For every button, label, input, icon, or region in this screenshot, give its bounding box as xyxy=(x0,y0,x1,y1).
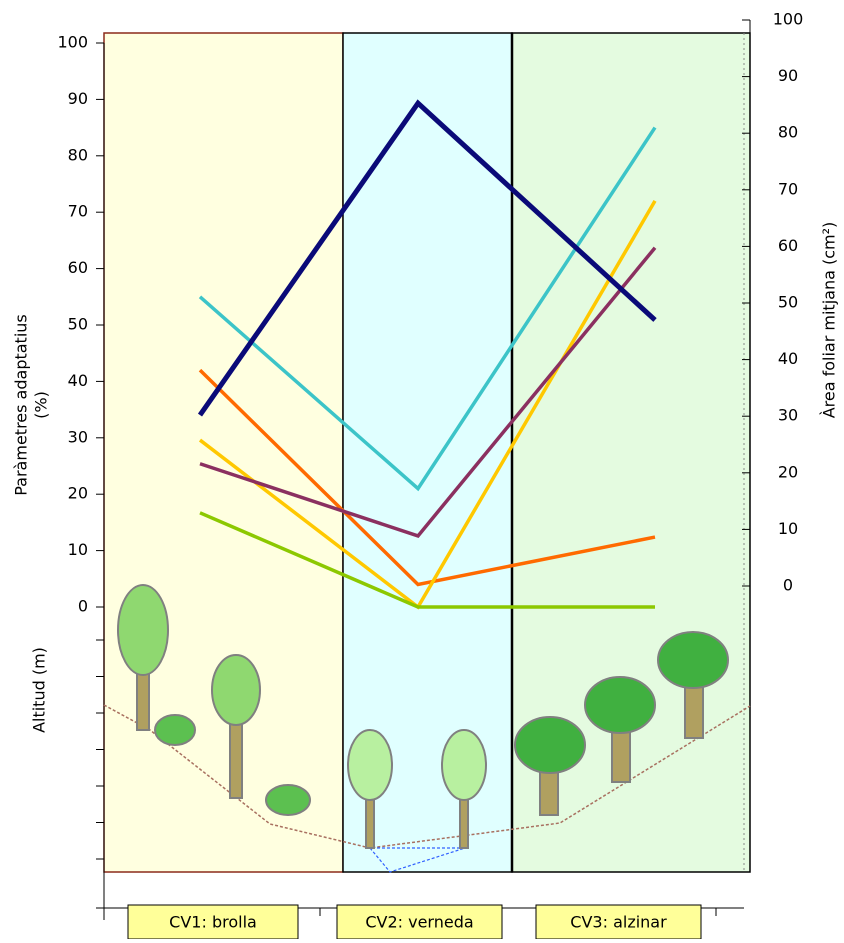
y2-tick-label: 10 xyxy=(778,519,798,538)
y-label: (%) xyxy=(32,391,51,419)
y2-tick-label: 70 xyxy=(778,179,798,198)
y2-tick-label: 80 xyxy=(778,123,798,142)
y2-tick-label: 90 xyxy=(778,66,798,85)
y-label: Paràmetres adaptatius xyxy=(12,314,31,496)
band-cv1 xyxy=(104,33,343,872)
y-tick-label: 40 xyxy=(68,371,88,390)
y2-tick-label: 40 xyxy=(778,349,798,368)
x-tick-label: CV1: brolla xyxy=(169,913,257,932)
y-tick-label: 90 xyxy=(68,89,88,108)
y2-tick-label: 30 xyxy=(778,406,798,425)
y-tick-label: 0 xyxy=(78,597,88,616)
y-tick-label: 100 xyxy=(57,33,88,52)
y2-tick-label: 60 xyxy=(778,236,798,255)
y2-tick-label: 100 xyxy=(773,10,804,29)
chart: Paràmetres adaptatius (%) Àrea foliar mi… xyxy=(0,0,844,939)
y-tick-label: 70 xyxy=(68,202,88,221)
y-tick-label: 30 xyxy=(68,427,88,446)
y2-label: Àrea foliar mitjana (cm²) xyxy=(820,222,839,419)
x-tick-label: CV2: verneda xyxy=(365,913,473,932)
y2-tick-label: 20 xyxy=(778,462,798,481)
x-tick-label: CV3: alzinar xyxy=(570,913,667,932)
y2-tick-label: 0 xyxy=(783,576,793,595)
y-tick-label: 60 xyxy=(68,258,88,277)
y-tick-label: 10 xyxy=(68,540,88,559)
y-tick-label: 80 xyxy=(68,145,88,164)
y-tick-label: 20 xyxy=(68,484,88,503)
y2-tick-label: 50 xyxy=(778,293,798,312)
y-tick-label: 50 xyxy=(68,315,88,334)
altitude-label: Altitud (m) xyxy=(30,647,49,733)
